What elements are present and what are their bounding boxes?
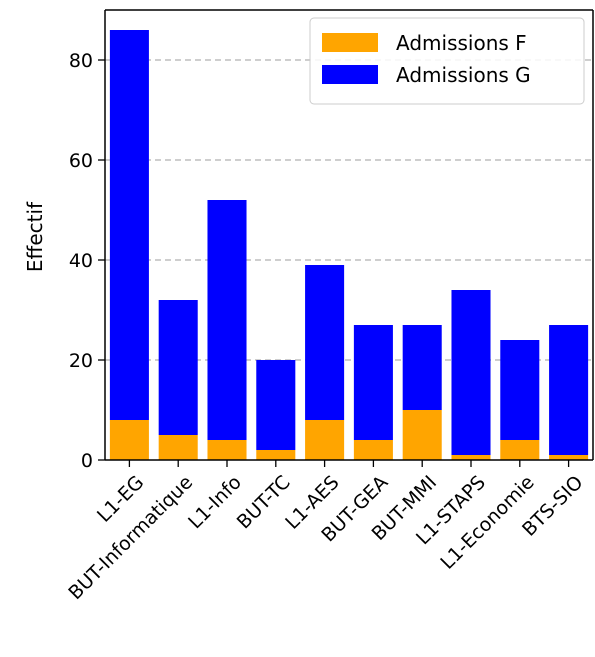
y-tick-label: 40: [69, 250, 93, 272]
bar-admissions-f: [305, 420, 345, 460]
y-tick-label: 60: [69, 150, 93, 172]
bar-admissions-f: [353, 440, 393, 460]
x-tick-label: L1-Info: [184, 471, 246, 533]
bar-admissions-g: [158, 300, 198, 435]
bar-admissions-g: [256, 360, 296, 450]
bar-admissions-f: [109, 420, 149, 460]
bar-admissions-g: [109, 30, 149, 420]
y-tick-label: 80: [69, 50, 93, 72]
bar-admissions-f: [500, 440, 540, 460]
bar-admissions-g: [500, 340, 540, 440]
bar-admissions-g: [402, 325, 442, 410]
bars: [109, 30, 589, 460]
legend-swatch: [322, 65, 378, 84]
y-axis-label: Effectif: [23, 201, 47, 272]
legend-label: Admissions F: [396, 31, 527, 55]
bar-admissions-f: [256, 450, 296, 460]
y-tick-label: 0: [81, 450, 93, 472]
x-axis-ticks: L1-EGBUT-InformatiqueL1-InfoBUT-TCL1-AES…: [64, 460, 588, 604]
y-axis-ticks: 0 20 40 60 80: [69, 50, 105, 472]
bar-admissions-g: [451, 290, 491, 455]
axes: [104, 9, 594, 461]
bar-admissions-f: [158, 435, 198, 460]
x-tick-label: BUT-TC: [233, 471, 295, 533]
bar-admissions-g: [207, 200, 247, 440]
y-tick-label: 20: [69, 350, 93, 372]
legend: Admissions F Admissions G: [309, 17, 585, 105]
bar-admissions-g: [549, 325, 589, 455]
bar-admissions-f: [451, 455, 491, 460]
legend-swatch: [322, 33, 378, 52]
bar-admissions-f: [402, 410, 442, 460]
bar-admissions-g: [305, 265, 345, 420]
legend-box: [309, 17, 585, 105]
bar-admissions-f: [207, 440, 247, 460]
bar-admissions-f: [549, 455, 589, 460]
legend-label: Admissions G: [396, 63, 531, 87]
bar-admissions-g: [353, 325, 393, 440]
